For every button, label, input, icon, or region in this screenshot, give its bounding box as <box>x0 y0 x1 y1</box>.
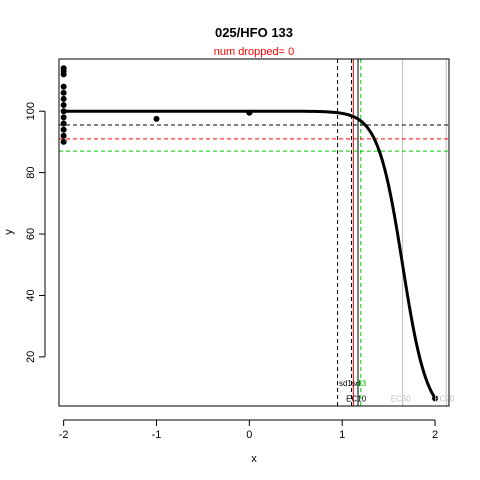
x-tick-label-4: 2 <box>432 429 438 441</box>
plot-frame <box>58 58 450 407</box>
annotation-4: EC90 <box>434 394 455 403</box>
y-tick-label-0: 20 <box>25 351 37 363</box>
data-point-7 <box>60 95 67 102</box>
data-point-9 <box>60 83 67 90</box>
y-tick-label-3: 80 <box>25 166 37 178</box>
data-point-1 <box>60 132 67 139</box>
data-point-6 <box>60 102 67 109</box>
y-tick-label-4: 100 <box>25 102 37 120</box>
y-axis: 20 40 60 80 100 <box>25 102 46 363</box>
data-point-15 <box>432 395 439 402</box>
chart-subtitle: num dropped= 0 <box>214 46 294 58</box>
data-point-5 <box>60 108 67 115</box>
x-tick-label-2: 0 <box>246 429 252 441</box>
data-point-13 <box>153 115 160 122</box>
data-point-2 <box>60 126 67 133</box>
x-axis-label: x <box>251 453 257 465</box>
annotation-1: 23 <box>357 379 366 388</box>
annotation-0: sd1sd <box>339 379 360 388</box>
data-point-14 <box>246 109 253 116</box>
data-point-8 <box>60 89 67 96</box>
data-point-12 <box>60 65 67 72</box>
annotation-3: EC50 <box>391 394 412 403</box>
annotation-2: EC10 <box>346 394 367 403</box>
data-point-0 <box>60 138 67 145</box>
data-point-4 <box>60 114 67 121</box>
x-tick-label-3: 1 <box>339 429 345 441</box>
x-axis: -2 -1 0 1 2 <box>59 419 438 441</box>
data-point-3 <box>60 120 67 127</box>
x-tick-label-0: -2 <box>59 429 69 441</box>
x-tick-label-1: -1 <box>152 429 162 441</box>
y-axis-label: y <box>3 229 15 235</box>
chart-title: 025/HFO 133 <box>215 25 293 40</box>
data-points-layer <box>60 65 439 402</box>
y-tick-label-1: 40 <box>25 289 37 301</box>
y-tick-label-2: 60 <box>25 228 37 240</box>
